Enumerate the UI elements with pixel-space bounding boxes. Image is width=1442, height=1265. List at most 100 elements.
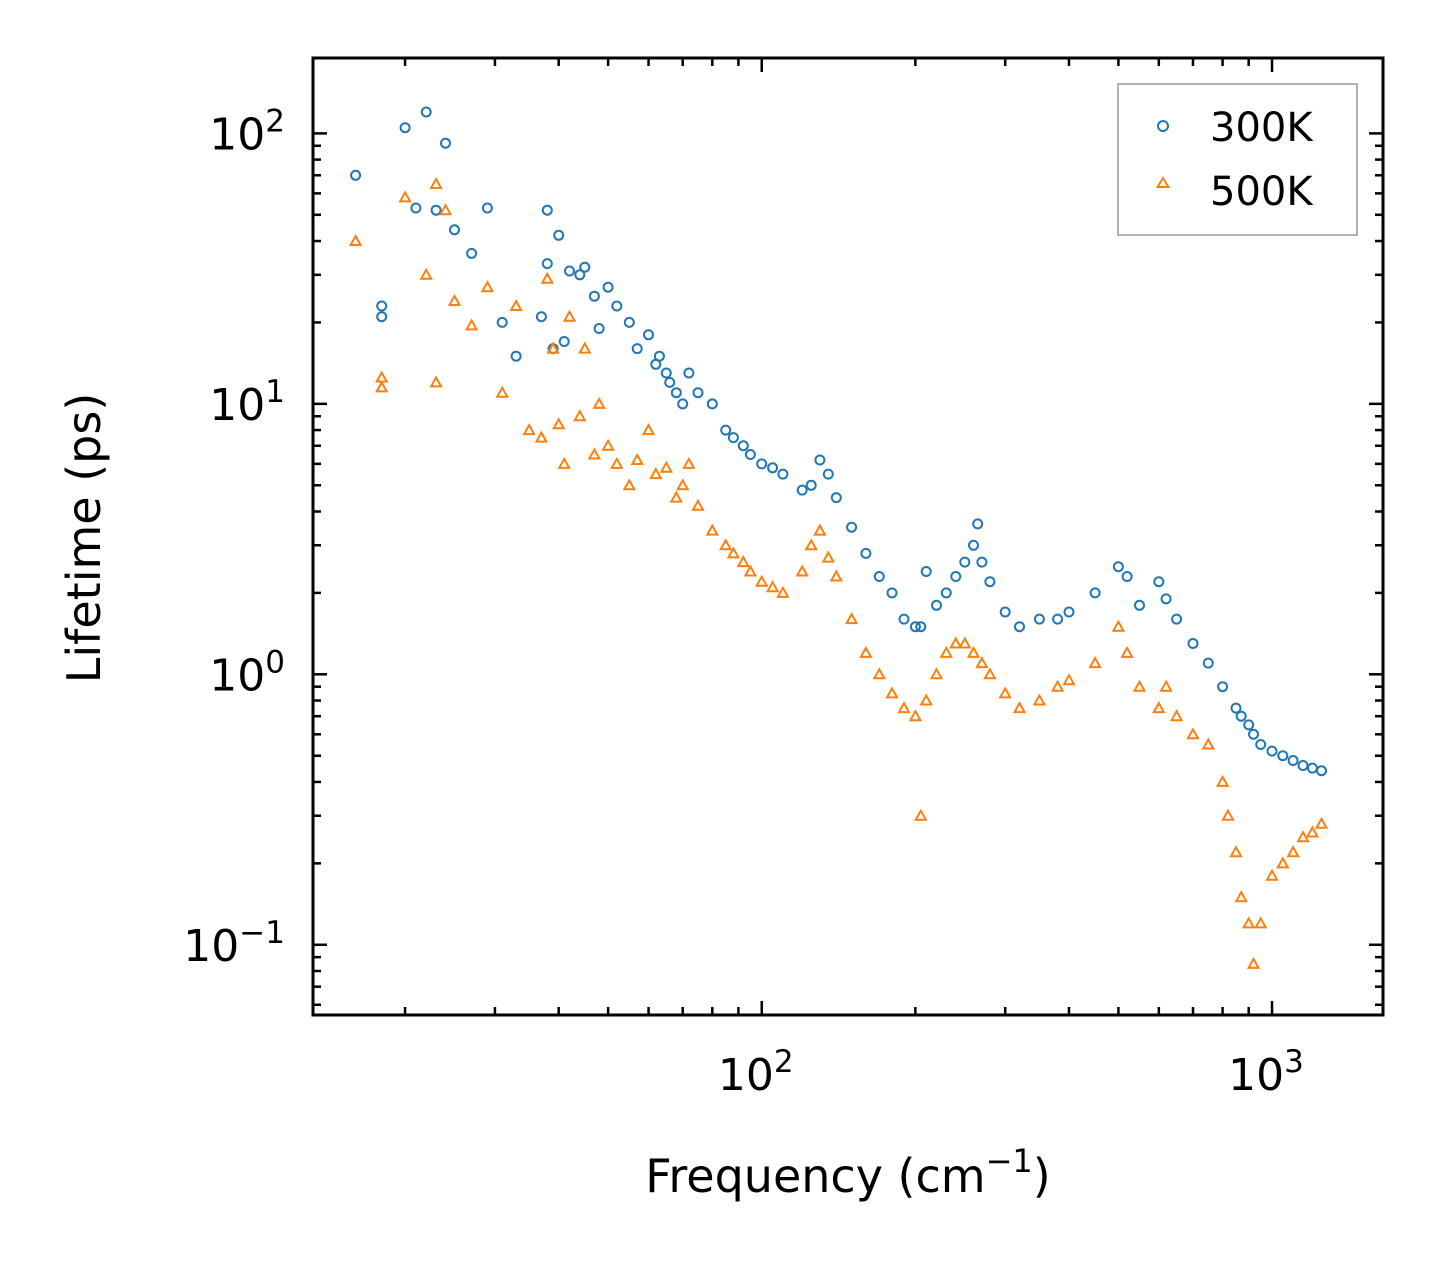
point-300k [1230, 702, 1242, 714]
point-300k [822, 468, 834, 480]
point-500k [659, 460, 673, 473]
point-300k [558, 336, 570, 347]
point-500k [495, 385, 509, 398]
point-300k [510, 350, 522, 362]
legend-marker-300k [1157, 120, 1169, 132]
point-500k [429, 176, 443, 189]
point-300k [623, 316, 635, 328]
point-500k [587, 447, 602, 460]
point-300k [1243, 719, 1255, 731]
point-300k [1134, 599, 1145, 611]
point-300k [999, 606, 1011, 618]
point-300k [873, 571, 885, 582]
point-500k [719, 538, 733, 551]
point-500k [557, 456, 571, 469]
point-500k [765, 580, 780, 593]
point-300k [376, 311, 388, 323]
point-500k [610, 456, 624, 469]
point-500k [1229, 845, 1243, 858]
point-500k [1132, 679, 1147, 692]
point-300k [692, 387, 704, 399]
point-500k [919, 693, 933, 706]
legend: 300K 500K [1117, 83, 1358, 236]
point-300k [860, 547, 872, 559]
point-500k [649, 467, 663, 480]
point-300k [950, 571, 962, 582]
point-500k [419, 267, 433, 280]
point-500k [1152, 701, 1166, 714]
point-300k [898, 613, 910, 625]
point-300k [1277, 750, 1289, 762]
point-300k [984, 576, 996, 588]
point-500k [821, 550, 835, 563]
point-500k [736, 555, 750, 568]
point-500k [348, 233, 363, 246]
point-300k [496, 316, 508, 328]
point-300k [737, 440, 749, 452]
point-300k [706, 398, 718, 410]
point-300k [920, 566, 932, 577]
point-300k [720, 424, 732, 436]
point-300k [449, 224, 460, 236]
point-300k [1052, 613, 1064, 625]
point-500k [804, 538, 818, 551]
point-500k [897, 701, 911, 714]
point-500k [438, 203, 453, 216]
point-300k [909, 621, 921, 633]
point-500k [601, 438, 615, 451]
data-points [348, 106, 1329, 969]
point-300k [683, 367, 695, 379]
point-300k [653, 350, 665, 362]
point-300k [1287, 755, 1299, 766]
point-300k [376, 300, 388, 312]
point-500k [1050, 679, 1065, 692]
point-300k [915, 621, 927, 633]
point-500k [534, 430, 549, 443]
point-300k [350, 169, 362, 181]
point-500k [641, 423, 656, 436]
point-300k [541, 204, 553, 216]
point-500k [375, 380, 389, 393]
point-500k [522, 423, 536, 436]
point-300k [579, 261, 591, 273]
y-tick-label-100: 102 [209, 103, 285, 160]
point-500k [1012, 701, 1027, 714]
point-500k [1265, 868, 1279, 881]
y-tick-label-10: 101 [209, 374, 285, 431]
point-500k [429, 375, 443, 388]
point-300k [410, 202, 422, 214]
point-300k [940, 587, 952, 599]
point-300k [553, 229, 565, 241]
point-300k [1255, 739, 1267, 750]
point-300k [727, 432, 739, 444]
point-500k [813, 523, 827, 536]
point-300k [1217, 681, 1229, 693]
point-500k [1032, 693, 1047, 706]
point-300k [976, 556, 988, 568]
point-500k [908, 709, 923, 722]
point-500k [1088, 656, 1102, 669]
point-300k [588, 290, 600, 302]
point-500k [1120, 645, 1134, 658]
point-300k [767, 462, 779, 474]
point-500k [1186, 727, 1200, 740]
point-500k [447, 293, 462, 306]
point-300k [1187, 638, 1199, 649]
point-500k [705, 523, 719, 536]
point-500k [1276, 856, 1290, 869]
point-500k [776, 585, 790, 598]
point-300k [886, 587, 898, 599]
point-500k [1201, 737, 1215, 750]
point-500k [676, 478, 690, 491]
point-300k [1316, 765, 1327, 777]
point-500k [949, 636, 963, 649]
point-300k [1014, 621, 1025, 633]
point-500k [1215, 774, 1230, 787]
point-300k [564, 265, 575, 277]
point-300k [1202, 657, 1214, 669]
point-300k [1266, 745, 1278, 757]
point-500k [1062, 673, 1076, 686]
point-500k [1242, 916, 1256, 929]
point-500k [691, 498, 705, 511]
